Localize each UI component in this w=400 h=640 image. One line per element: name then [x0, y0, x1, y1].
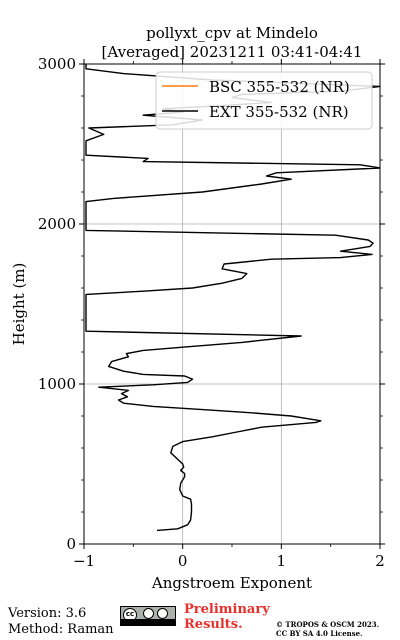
y-tick-label: 3000	[38, 55, 76, 73]
preliminary-line-1: Preliminary	[184, 602, 270, 617]
x-tick-label: 0	[178, 552, 188, 570]
chart-title: pollyxt_cpv at Mindelo	[146, 24, 318, 42]
sa-share-icon	[157, 608, 168, 619]
x-tick-label: 2	[375, 552, 385, 570]
plot-data	[85, 64, 381, 532]
cc-by-sa-icon: cc	[120, 606, 176, 626]
axes-frame	[83, 63, 381, 545]
x-axis-label: Angstroem Exponent	[151, 574, 312, 592]
y-tick-label: 2000	[38, 215, 76, 233]
legend-label-ext: EXT 355-532 (NR)	[209, 103, 349, 121]
version-text: Version: 3.6	[8, 606, 87, 621]
x-tick-label: −1	[73, 552, 95, 570]
badge-bar	[121, 619, 175, 625]
legend-box	[155, 71, 373, 130]
series-line-1	[85, 64, 381, 532]
by-person-icon	[143, 608, 154, 619]
chart-subtitle: [Averaged] 20231211 03:41-04:41	[102, 43, 363, 61]
legend-label-bsc: BSC 355-532 (NR)	[209, 78, 350, 96]
grid-lines	[83, 63, 381, 545]
copyright-notice: © TROPOS & OSCM 2023. CC BY SA 4.0 Licen…	[276, 620, 379, 638]
footer-info: Version: 3.6 Method: Raman	[8, 606, 114, 638]
copyright-line-2: CC BY SA 4.0 License.	[276, 629, 363, 638]
y-axis-label: Height (m)	[10, 263, 28, 346]
preliminary-notice: Preliminary Results.	[184, 602, 270, 632]
legend: BSC 355-532 (NR) EXT 355-532 (NR)	[155, 71, 373, 130]
y-tick-label: 0	[66, 535, 76, 553]
y-tick-label: 1000	[38, 375, 76, 393]
method-text: Method: Raman	[8, 622, 114, 637]
copyright-line-1: © TROPOS & OSCM 2023.	[276, 620, 380, 629]
preliminary-line-2: Results.	[184, 617, 243, 632]
cc-circle-icon: cc	[123, 608, 137, 622]
x-tick-label: 1	[277, 552, 287, 570]
